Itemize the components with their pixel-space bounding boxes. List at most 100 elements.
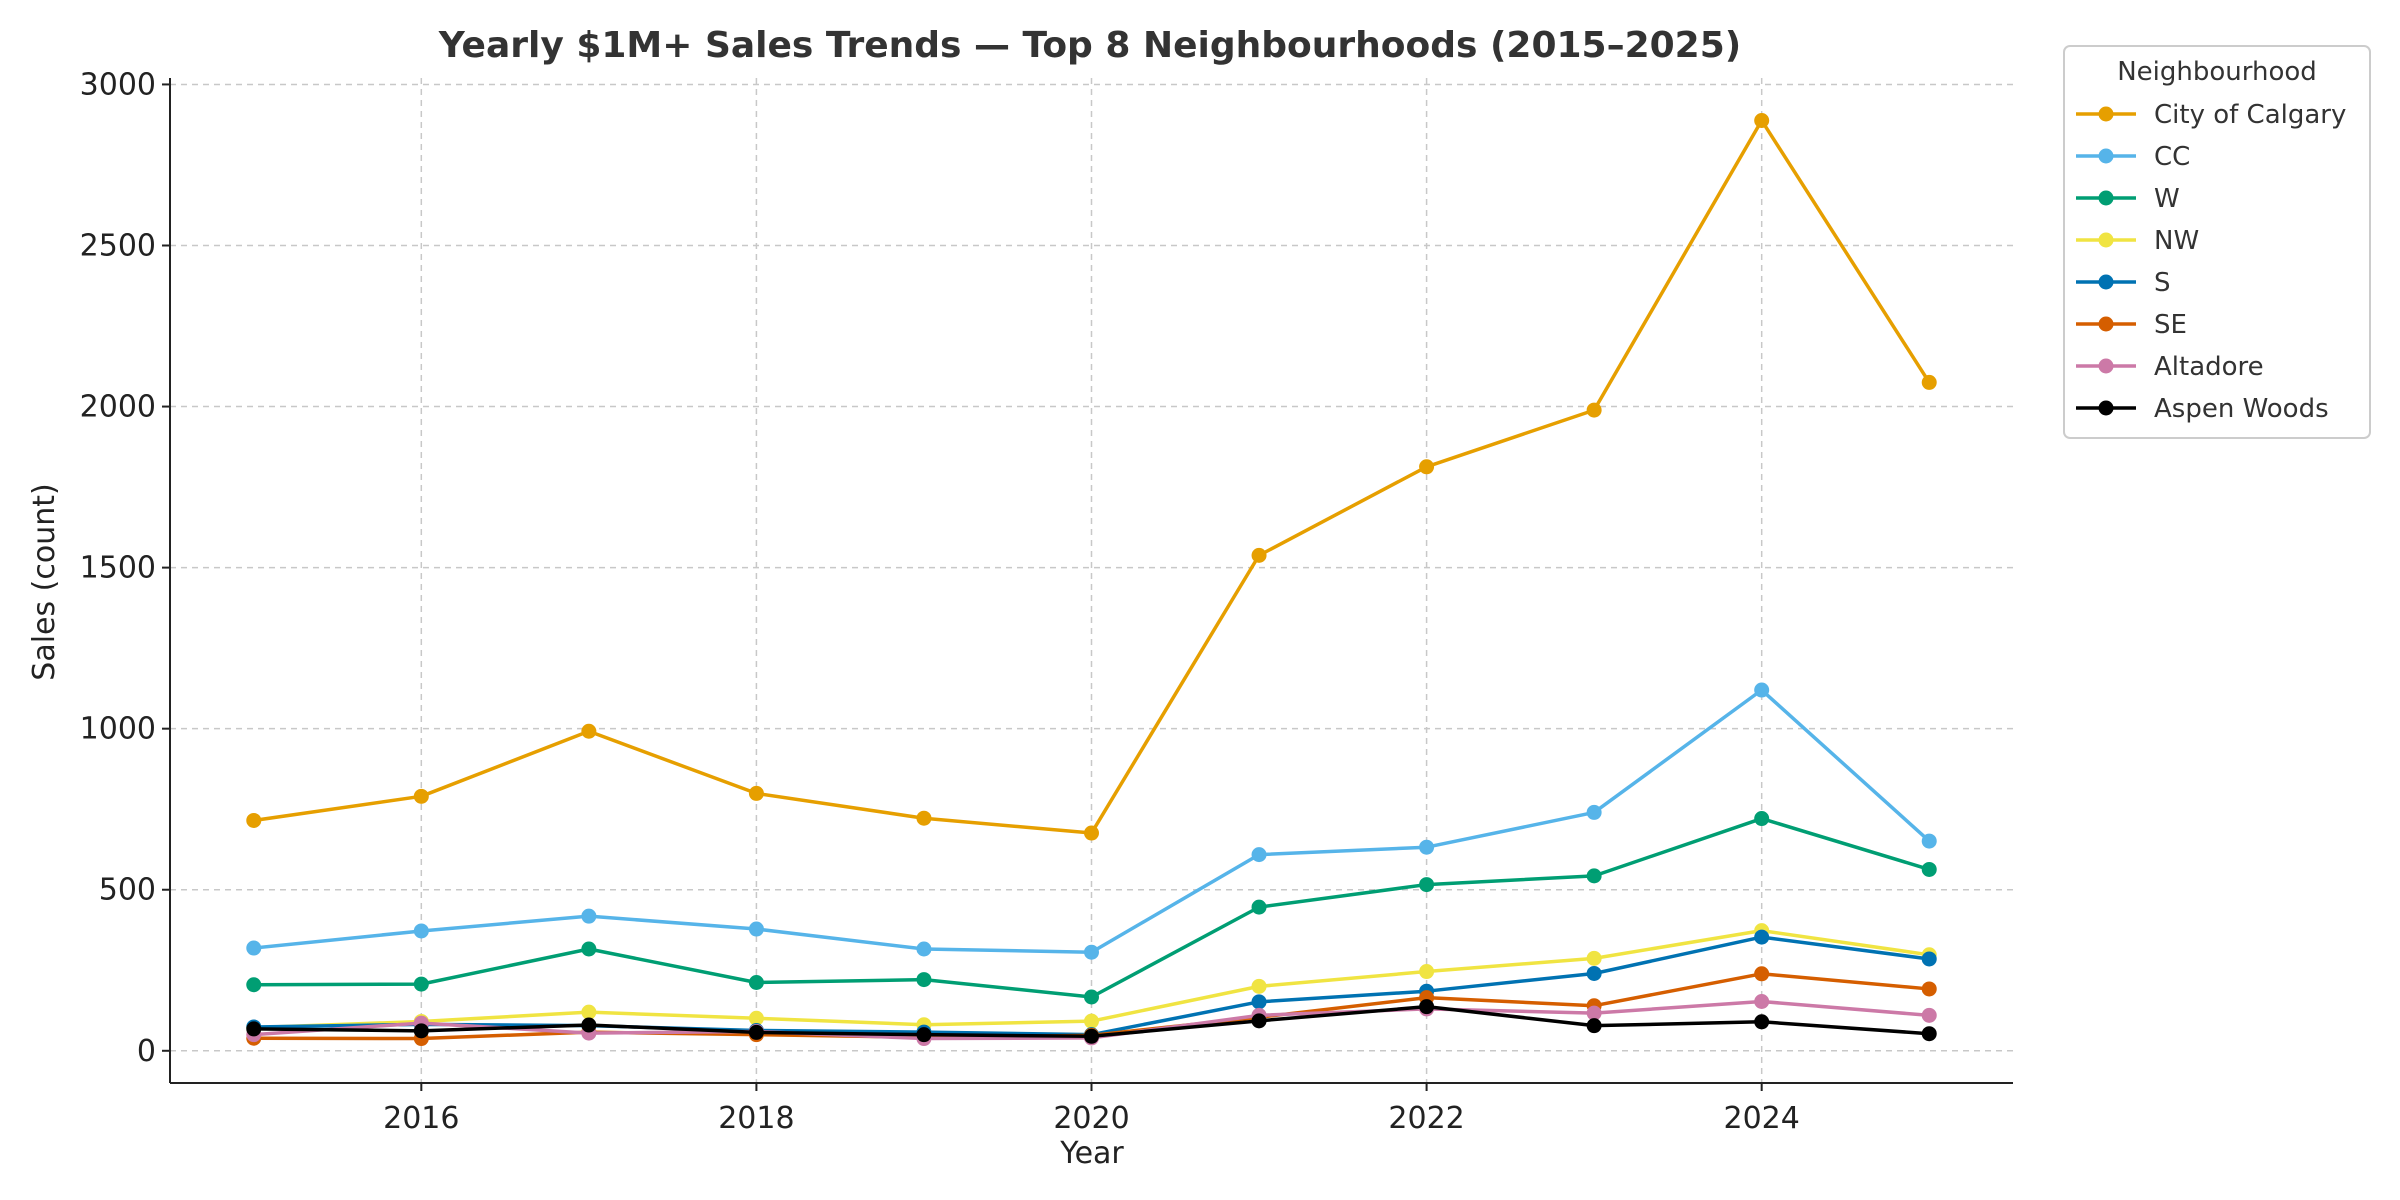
- data-point: [1084, 1028, 1099, 1044]
- data-point: [916, 810, 932, 826]
- data-point: [1921, 1026, 1937, 1042]
- data-point: [581, 1004, 597, 1020]
- legend-item-w: W: [2076, 184, 2180, 214]
- data-point: [748, 1024, 764, 1040]
- data-point: [748, 921, 764, 937]
- data-point: [1251, 547, 1267, 563]
- legend-item-city-of-calgary: City of Calgary: [2076, 100, 2346, 130]
- legend-label: NW: [2154, 226, 2199, 256]
- y-tick-label: 2000: [80, 390, 156, 425]
- data-point: [246, 940, 262, 956]
- data-point: [1084, 825, 1099, 841]
- y-tick-label: 0: [137, 1034, 156, 1069]
- data-point: [1921, 374, 1937, 390]
- legend-swatch-marker: [2098, 148, 2114, 164]
- data-point: [581, 941, 597, 957]
- legend-label: SE: [2154, 310, 2187, 340]
- data-point: [1586, 804, 1602, 820]
- data-point: [413, 1023, 429, 1039]
- data-point: [1251, 978, 1267, 994]
- x-axis: 2016 2018 2020 2022 2024: [170, 1082, 2013, 1136]
- data-point: [1251, 994, 1267, 1010]
- legend-swatch-marker: [2098, 232, 2114, 248]
- data-point: [1754, 113, 1770, 129]
- y-tick-label: 1500: [80, 551, 156, 586]
- legend-item-s: S: [2076, 268, 2171, 298]
- x-tick-label: 2022: [1388, 1101, 1464, 1136]
- data-point: [916, 941, 932, 957]
- data-point: [1419, 839, 1435, 855]
- series-aspen-woods: [246, 999, 1937, 1044]
- legend-item-aspen-woods: Aspen Woods: [2076, 394, 2329, 424]
- series-city-of-calgary: [246, 113, 1937, 841]
- data-point: [413, 976, 429, 992]
- data-point: [1754, 811, 1770, 827]
- legend-swatch-marker: [2098, 358, 2114, 374]
- grid-lines: [170, 78, 2013, 1083]
- data-point: [1586, 402, 1602, 418]
- legend-label: CC: [2154, 142, 2190, 172]
- x-tick-label: 2016: [383, 1101, 459, 1136]
- data-point: [1921, 833, 1937, 849]
- legend-swatch-marker: [2098, 190, 2114, 206]
- y-axis: 0 500 1000 1500 2000 2500 3000: [80, 67, 171, 1083]
- data-point: [1419, 999, 1435, 1015]
- x-tick-label: 2018: [718, 1101, 794, 1136]
- legend-item-altadore: Altadore: [2076, 352, 2264, 382]
- data-point: [1084, 989, 1099, 1005]
- data-point: [581, 908, 597, 924]
- legend-label: S: [2154, 268, 2171, 298]
- legend-item-se: SE: [2076, 310, 2187, 340]
- y-tick-label: 2500: [80, 229, 156, 264]
- legend-swatch-marker: [2098, 106, 2114, 122]
- data-point: [1251, 899, 1267, 915]
- y-axis-label: Sales (count): [27, 483, 62, 680]
- data-point: [916, 1027, 932, 1043]
- legend-swatch-marker: [2098, 316, 2114, 332]
- x-axis-label: Year: [1059, 1136, 1124, 1171]
- legend-box: [2063, 45, 2371, 439]
- legend-title: Neighbourhood: [2117, 57, 2317, 87]
- data-point: [916, 972, 932, 988]
- data-point: [246, 977, 262, 993]
- legend-item-nw: NW: [2076, 226, 2199, 256]
- y-tick-label: 3000: [80, 67, 156, 102]
- data-point: [1754, 1014, 1770, 1030]
- data-point: [1586, 965, 1602, 981]
- series-w: [246, 811, 1937, 1005]
- data-point: [1754, 682, 1770, 698]
- data-point: [1921, 1007, 1937, 1023]
- data-point: [748, 1010, 764, 1026]
- data-point: [413, 923, 429, 939]
- data-point: [246, 1021, 262, 1037]
- data-point: [1586, 1005, 1602, 1021]
- legend-swatch-marker: [2098, 400, 2114, 416]
- y-tick-label: 1000: [80, 712, 156, 747]
- data-point: [1586, 868, 1602, 884]
- data-point: [748, 785, 764, 801]
- data-point: [1921, 861, 1937, 877]
- data-point: [413, 788, 429, 804]
- data-point: [1419, 964, 1435, 980]
- x-tick-label: 2020: [1053, 1101, 1129, 1136]
- legend: Neighbourhood City of Calgary CC W NW S SE Alta…: [2063, 45, 2371, 439]
- data-point: [1754, 929, 1770, 945]
- data-point: [1251, 1013, 1267, 1029]
- data-point: [581, 723, 597, 739]
- legend-swatch-marker: [2098, 274, 2114, 290]
- legend-label: W: [2154, 184, 2180, 214]
- data-point: [1586, 1018, 1602, 1034]
- data-point: [1084, 1013, 1099, 1029]
- y-tick-label: 500: [99, 873, 156, 908]
- data-point: [1251, 847, 1267, 863]
- data-point: [1419, 877, 1435, 893]
- data-point: [1084, 944, 1099, 960]
- legend-label: City of Calgary: [2154, 100, 2346, 130]
- legend-item-cc: CC: [2076, 142, 2190, 172]
- data-point: [1921, 981, 1937, 997]
- chart-title: Yearly $1M+ Sales Trends — Top 8 Neighbo…: [438, 25, 1741, 66]
- data-point: [1921, 951, 1937, 967]
- x-tick-label: 2024: [1724, 1101, 1800, 1136]
- data-point: [1754, 994, 1770, 1010]
